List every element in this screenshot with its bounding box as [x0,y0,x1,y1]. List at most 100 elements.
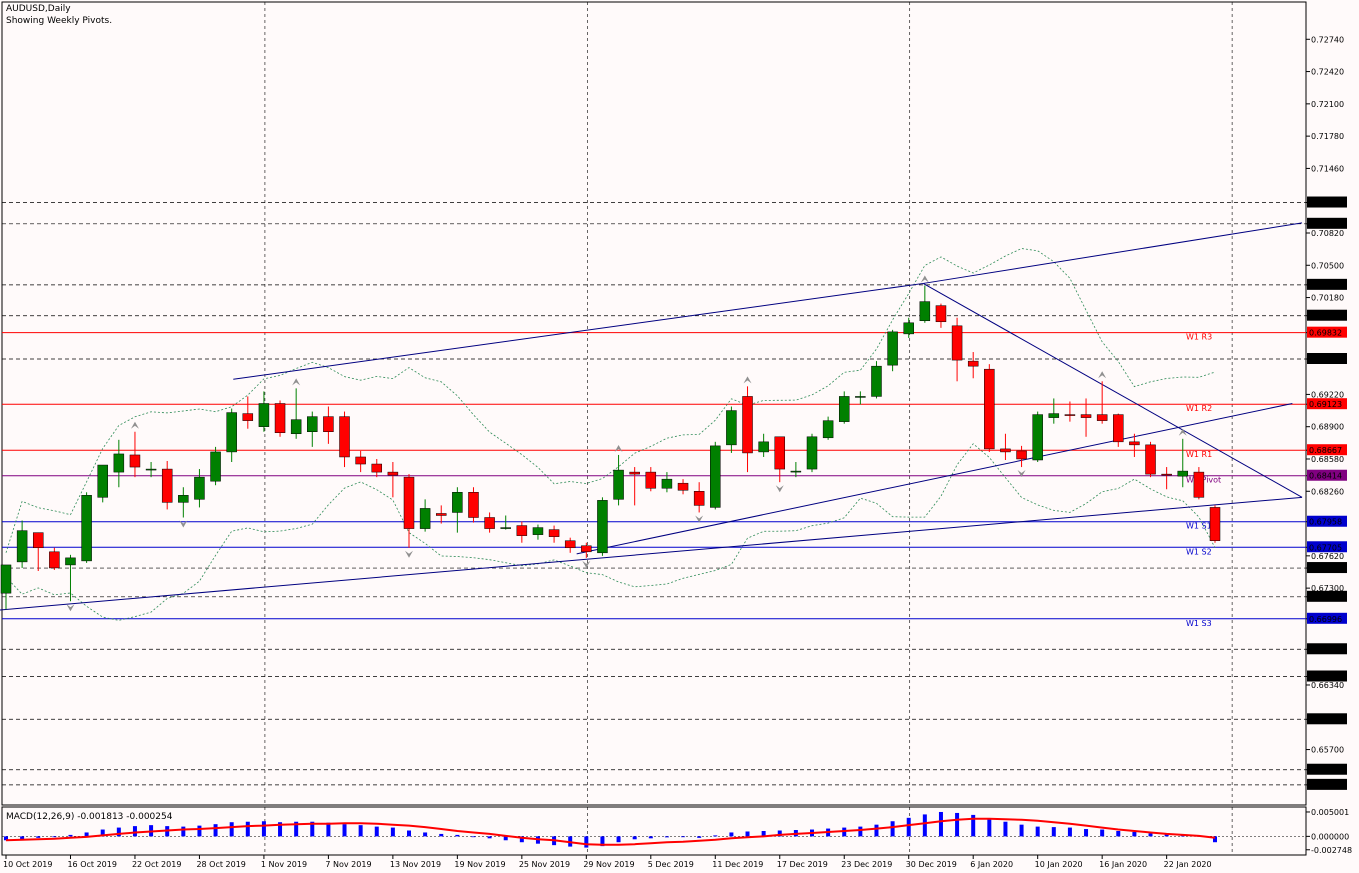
macd-bar [84,832,89,837]
price-tag [1307,326,1347,338]
candle-body [339,416,350,458]
price-tag [1307,217,1347,229]
candle-body [774,436,786,470]
candle [1048,398,1060,424]
macd-bar [1116,831,1121,837]
macd-bar [922,814,927,837]
candle [774,436,786,483]
price-tag [1307,562,1347,574]
macd-bar [423,832,428,837]
price-tag [1307,309,1347,321]
candle-body [307,416,318,432]
candle [484,512,495,533]
fractal-down-arrow [66,604,75,612]
candle-body [81,495,92,562]
price-tick-label: 0.67620 [1311,552,1344,561]
candle [371,458,383,478]
price-tick-label: 0.72740 [1311,35,1344,44]
macd-bar [632,836,637,840]
candle [661,472,673,493]
candle-body [581,545,592,553]
candle-body [548,529,560,537]
trendline [576,403,1293,555]
pivot-label: W1 S3 [1186,619,1212,628]
price-tag-label: 0.67499 [1309,564,1342,573]
candle [935,303,947,328]
macd-tick-label: 0.000000 [1311,832,1349,841]
candle [532,524,544,540]
price-tag [1307,713,1347,725]
candle [790,462,802,478]
price-tag-label: 0.67958 [1309,518,1342,527]
candle [1177,438,1189,488]
candle [65,554,76,602]
macd-bar [455,834,460,837]
macd-bar [777,830,782,837]
macd-bar [971,814,976,837]
macd-bar [4,836,8,841]
macd-bar [1084,829,1089,837]
candle [307,411,318,447]
x-tick-label: 10 Oct 2019 [3,860,52,869]
price-tag [1307,541,1347,553]
trendline [923,222,1303,284]
candle [548,525,560,543]
price-tag [1307,353,1347,365]
candle [435,505,447,524]
macd-bar [181,826,186,837]
candle-body [468,492,479,518]
candle-body [484,517,495,529]
candle [903,317,914,338]
macd-bar [858,826,863,837]
candle-body [323,416,334,432]
macd-bar [1019,824,1024,837]
candle-body [919,301,931,322]
macd-bar [358,825,363,837]
candle [16,520,28,568]
macd-bar [890,821,895,837]
candle [178,487,189,518]
candle-body [1129,441,1140,446]
candle-body [194,476,205,500]
candle-body [226,412,237,453]
price-tick-label: 0.68260 [1311,487,1344,496]
price-tick-label: 0.66340 [1311,681,1344,690]
candle-body [1096,414,1108,421]
macd-bar [1164,834,1169,837]
price-tag [1307,398,1347,410]
candle [742,386,753,473]
candle [758,433,769,457]
candle [838,391,850,424]
macd-bar [439,833,444,837]
price-tag-label: 0.68667 [1309,446,1342,455]
macd-bar [1148,833,1153,837]
price-tick-label: 0.68900 [1311,423,1344,432]
candle [710,441,721,510]
candle [919,285,931,323]
candle-body [355,456,366,465]
macd-bar [52,836,57,838]
x-tick-label: 10 Jan 2020 [1035,860,1083,869]
macd-panel-frame [1,806,1307,856]
macd-bar [1100,829,1105,837]
price-tick-label: 0.71780 [1311,132,1344,141]
candle-body [613,469,624,500]
macd-bar [713,835,718,837]
candle [210,446,221,486]
candle-body [274,403,286,434]
fractal-up-arrow [1178,428,1187,436]
candle [1064,401,1076,422]
candle-body [564,540,576,549]
candle-body [935,305,947,323]
candle-body [32,532,44,549]
candle-body [790,470,802,473]
candle [81,492,92,563]
candle-body [65,557,76,566]
chart-subtitle: Showing Weekly Pivots. [6,16,112,26]
candle [1080,398,1092,437]
macd-bar [729,832,734,837]
candle [355,450,366,473]
candle-body [387,471,399,476]
macd-bar [36,836,41,838]
